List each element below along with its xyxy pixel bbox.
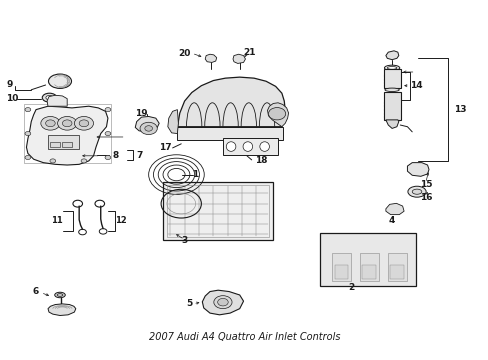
Bar — [389, 265, 403, 279]
Ellipse shape — [259, 142, 269, 151]
Circle shape — [25, 131, 31, 136]
Text: 4: 4 — [388, 216, 394, 225]
Circle shape — [74, 117, 93, 130]
Ellipse shape — [213, 296, 232, 309]
Circle shape — [105, 156, 111, 159]
Polygon shape — [202, 290, 243, 315]
Polygon shape — [205, 54, 216, 62]
Ellipse shape — [57, 294, 63, 296]
Polygon shape — [48, 304, 76, 315]
Circle shape — [268, 108, 285, 120]
Polygon shape — [26, 106, 108, 165]
Text: 12: 12 — [115, 216, 126, 225]
Ellipse shape — [407, 186, 425, 197]
Bar — [24, 104, 111, 163]
Text: 9: 9 — [6, 81, 13, 90]
Text: 15: 15 — [420, 180, 432, 189]
Bar — [359, 253, 378, 281]
Bar — [48, 135, 79, 149]
Text: 20: 20 — [178, 49, 190, 58]
Ellipse shape — [384, 65, 399, 71]
Bar — [177, 127, 282, 140]
Text: 21: 21 — [243, 48, 255, 57]
Text: 2007 Audi A4 Quattro Air Inlet Controls: 2007 Audi A4 Quattro Air Inlet Controls — [148, 332, 340, 342]
Ellipse shape — [226, 142, 235, 151]
Text: 13: 13 — [453, 105, 466, 114]
Circle shape — [79, 120, 89, 127]
Ellipse shape — [386, 67, 396, 69]
Circle shape — [62, 120, 72, 127]
Bar — [223, 138, 278, 155]
Text: 19: 19 — [135, 109, 147, 117]
Text: 16: 16 — [420, 193, 432, 202]
Text: 10: 10 — [6, 94, 18, 103]
Circle shape — [25, 156, 31, 159]
Circle shape — [140, 122, 157, 135]
Bar — [384, 68, 400, 89]
Circle shape — [81, 159, 87, 163]
Ellipse shape — [243, 142, 252, 151]
Bar — [163, 182, 273, 240]
Polygon shape — [407, 163, 428, 176]
Circle shape — [105, 131, 111, 136]
Ellipse shape — [384, 88, 399, 91]
Text: 14: 14 — [409, 81, 422, 90]
Circle shape — [41, 117, 60, 130]
Text: 6: 6 — [33, 287, 39, 296]
Bar — [320, 233, 415, 286]
Circle shape — [144, 126, 152, 131]
Circle shape — [45, 120, 55, 127]
Bar — [334, 265, 347, 279]
Ellipse shape — [42, 93, 57, 102]
Circle shape — [50, 159, 56, 163]
Text: 1: 1 — [192, 170, 198, 179]
Bar — [62, 142, 72, 147]
Text: 7: 7 — [136, 150, 142, 159]
Polygon shape — [267, 103, 288, 127]
Ellipse shape — [46, 95, 53, 100]
Ellipse shape — [55, 292, 65, 298]
Circle shape — [25, 108, 31, 112]
Text: 8: 8 — [113, 150, 119, 159]
Polygon shape — [47, 95, 67, 106]
Polygon shape — [167, 110, 178, 134]
Polygon shape — [385, 203, 403, 215]
Ellipse shape — [411, 189, 421, 194]
Polygon shape — [232, 54, 245, 63]
Polygon shape — [135, 117, 159, 132]
Bar — [362, 265, 375, 279]
Circle shape — [105, 108, 111, 112]
Bar — [50, 142, 60, 147]
Polygon shape — [177, 77, 285, 127]
Ellipse shape — [48, 74, 71, 89]
Text: 17: 17 — [159, 143, 171, 152]
Bar — [387, 253, 406, 281]
Bar — [166, 185, 269, 237]
Text: 11: 11 — [51, 216, 62, 225]
Text: 3: 3 — [181, 237, 187, 246]
Bar — [384, 92, 400, 120]
Circle shape — [58, 117, 77, 130]
Polygon shape — [385, 120, 398, 129]
Text: 2: 2 — [347, 283, 354, 292]
Polygon shape — [385, 51, 398, 60]
Bar — [331, 253, 351, 281]
Text: 18: 18 — [255, 156, 267, 166]
Text: 5: 5 — [186, 300, 192, 309]
Ellipse shape — [217, 298, 228, 306]
